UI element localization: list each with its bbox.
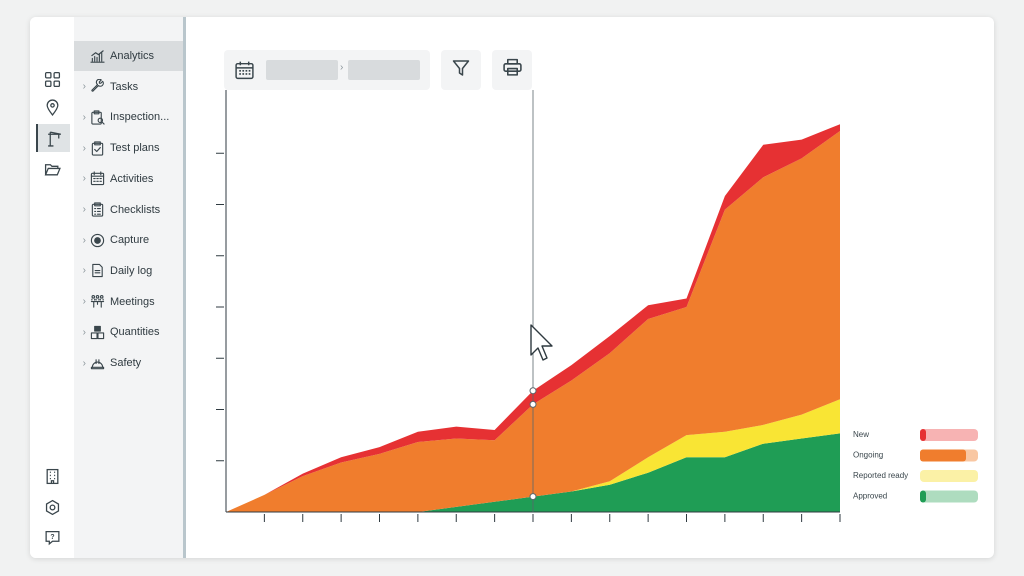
nav-item-label: Meetings (110, 295, 155, 308)
legend-label-reported-ready: Reported ready (853, 471, 908, 480)
date-range-picker[interactable]: › (224, 50, 430, 90)
nav-item-quantities[interactable]: › Quantities (74, 317, 183, 347)
nav-item-label: Quantities (110, 326, 160, 339)
hard-hat-icon (89, 355, 105, 371)
hover-point[interactable] (529, 493, 537, 501)
chevron-right-icon[interactable]: › (82, 357, 86, 369)
legend-label-new: New (853, 430, 869, 439)
legend-swatch-track[interactable] (920, 429, 978, 441)
legend-swatch-track[interactable] (920, 470, 978, 482)
clipboard-search-icon (89, 109, 105, 125)
chevron-right-icon: › (340, 62, 344, 73)
nav-item-meetings[interactable]: › Meetings (74, 287, 183, 317)
print-button[interactable] (492, 50, 532, 90)
crane-icon[interactable] (36, 124, 70, 152)
mouse-pointer-icon (530, 324, 553, 361)
location-pin-icon[interactable] (36, 93, 68, 121)
checklist-icon (89, 202, 105, 218)
icon-rail: ? (30, 17, 74, 558)
legend-swatch-fill (920, 490, 926, 503)
series-area-ongoing (226, 131, 840, 512)
nav-item-capture[interactable]: › Capture (74, 225, 183, 255)
chevron-right-icon[interactable]: › (82, 296, 86, 308)
nav-item-label: Test plans (110, 142, 160, 155)
nav-item-analytics[interactable]: Analytics (74, 41, 183, 71)
stacked-boxes-icon (89, 324, 105, 340)
series-area-approved (226, 433, 840, 512)
nav-item-label: Tasks (110, 80, 139, 93)
filter-button[interactable] (441, 50, 481, 90)
chevron-right-icon[interactable]: › (82, 142, 86, 154)
chevron-right-icon[interactable]: › (82, 204, 86, 215)
chevron-right-icon[interactable]: › (82, 326, 86, 338)
series-area-reported-ready (226, 399, 840, 512)
nav-item-label: Analytics (110, 50, 155, 62)
nav-item-safety[interactable]: › Safety (74, 348, 183, 378)
nav-item-label: Safety (110, 357, 142, 369)
series-area-new (226, 124, 840, 512)
app-window: ? Analytics › Tasks › Inspection... › Test pla… (30, 17, 994, 558)
start-date-field[interactable] (266, 60, 338, 80)
nav-item-label: Checklists (110, 203, 161, 216)
calendar-icon[interactable] (234, 60, 255, 81)
hover-point[interactable] (529, 387, 537, 395)
nav-item-label: Daily log (110, 264, 153, 277)
nav-item-label: Inspection... (110, 111, 170, 124)
nav-item-checklists[interactable]: › Checklists (74, 195, 183, 225)
nav-item-label: Activities (110, 172, 154, 185)
folder-icon[interactable] (36, 155, 68, 183)
capture-record-icon (89, 232, 105, 248)
nav-item-inspection[interactable]: › Inspection... (74, 102, 183, 132)
chevron-right-icon[interactable]: › (82, 173, 86, 185)
svg-text:?: ? (50, 534, 54, 541)
legend-swatch-track[interactable] (920, 490, 978, 503)
building-icon[interactable] (36, 462, 68, 490)
legend-label-ongoing: Ongoing (853, 451, 883, 460)
nav-item-label: Capture (110, 234, 150, 247)
chevron-right-icon[interactable]: › (82, 234, 86, 246)
chevron-right-icon[interactable]: › (82, 81, 86, 93)
chevron-right-icon[interactable]: › (82, 111, 86, 123)
clipboard-check-icon (89, 140, 105, 156)
printer-icon (502, 57, 523, 83)
nav-item-daily-log[interactable]: › Daily log (74, 256, 183, 286)
nav-item-test-plans[interactable]: › Test plans (74, 133, 183, 163)
chevron-right-icon[interactable]: › (82, 265, 86, 277)
nav-item-tasks[interactable]: › Tasks (74, 72, 183, 102)
chart-icon (89, 48, 105, 64)
hover-point[interactable] (529, 400, 537, 408)
legend-swatch-fill (920, 449, 966, 462)
wrench-icon (89, 79, 105, 95)
help-feedback-icon[interactable]: ? (36, 523, 68, 551)
filter-icon (451, 58, 471, 83)
module-nav: Analytics › Tasks › Inspection... › Test plans… (74, 17, 186, 558)
grid-icon[interactable] (36, 65, 68, 93)
legend-swatch-fill (920, 429, 926, 441)
settings-gear-icon[interactable] (36, 493, 68, 521)
end-date-field[interactable] (348, 60, 420, 80)
meeting-people-icon (89, 294, 105, 310)
progress-area-chart: New Ongoing Reported ready Approved (216, 90, 978, 522)
legend-label-approved: Approved (853, 492, 887, 501)
document-icon (89, 263, 105, 279)
nav-item-activities[interactable]: › Activities (74, 164, 183, 194)
calendar-grid-icon (89, 171, 105, 187)
